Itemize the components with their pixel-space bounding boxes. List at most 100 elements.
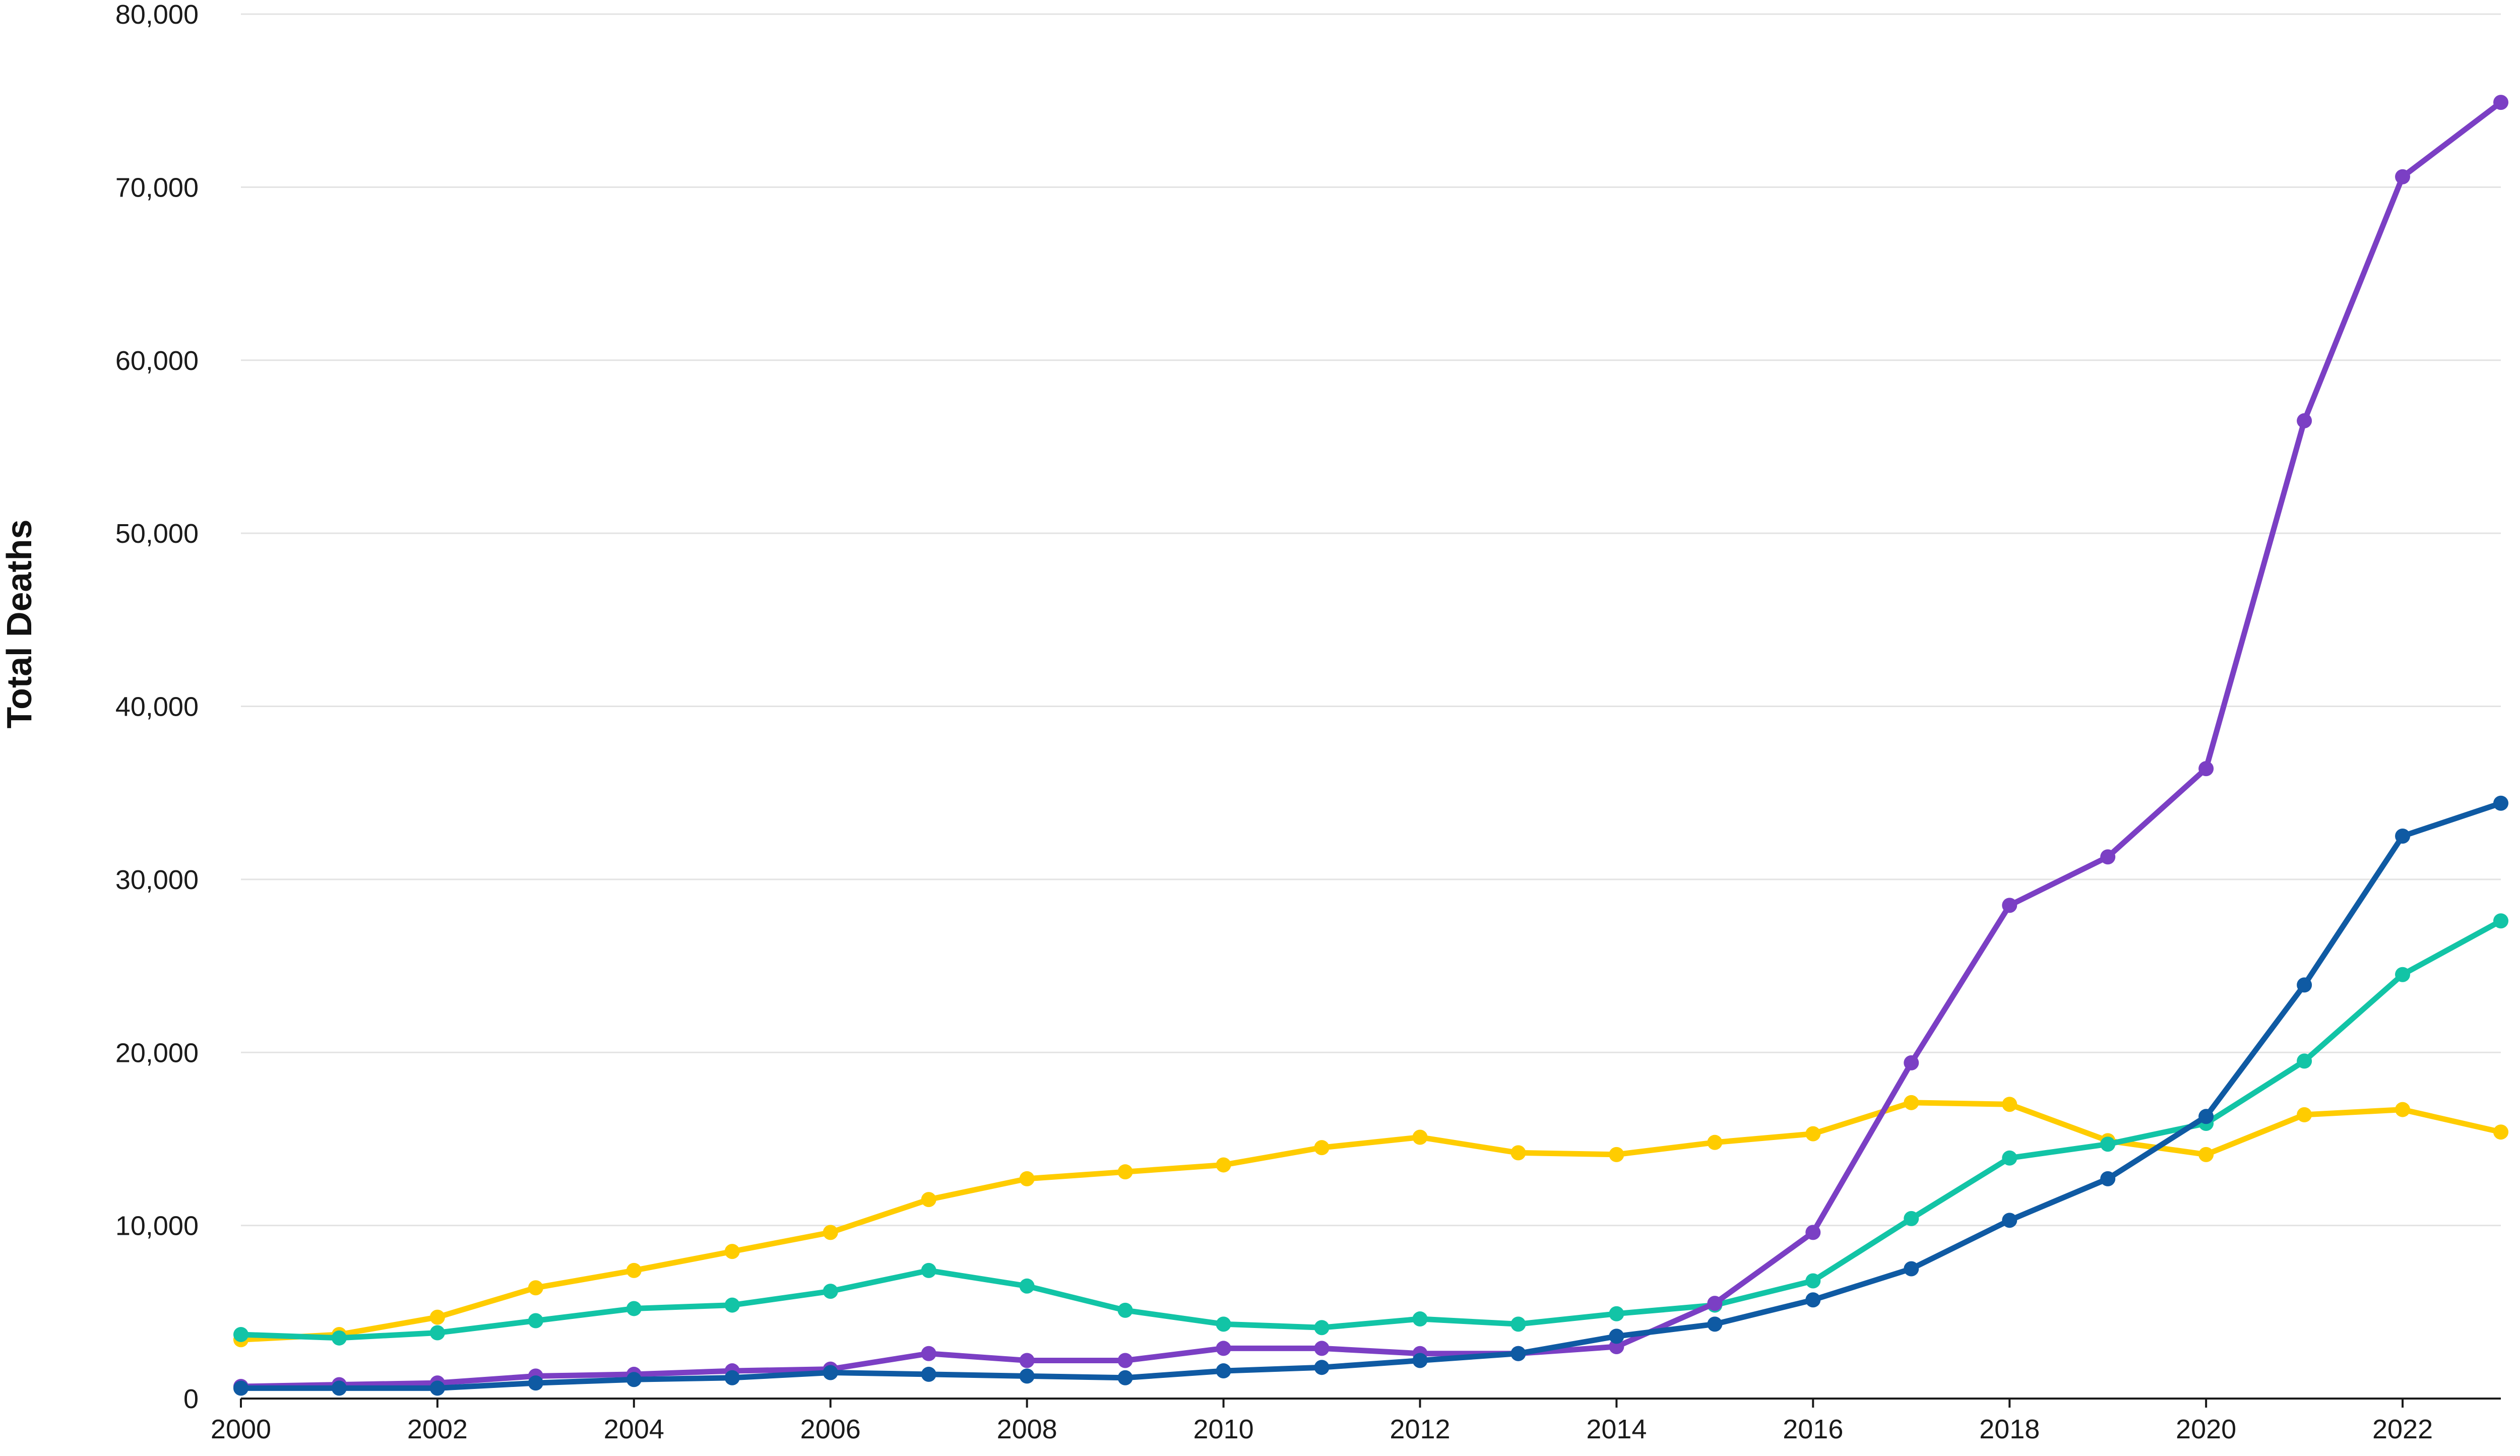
data-point (1117, 1302, 1133, 1318)
data-point (2002, 898, 2018, 913)
data-point (823, 1284, 838, 1299)
data-point (626, 1262, 642, 1278)
data-point (1805, 1273, 1821, 1289)
x-tick-label: 2018 (1979, 1414, 2040, 1444)
series-line (238, 918, 2504, 1341)
data-point (724, 1370, 740, 1385)
data-point (1216, 1341, 1231, 1356)
data-point (1805, 1225, 1821, 1240)
data-point (1904, 1261, 1919, 1277)
data-point (1216, 1316, 1231, 1332)
data-point (1609, 1328, 1624, 1344)
data-point (2198, 761, 2214, 777)
data-point (1904, 1055, 1919, 1070)
data-point (1314, 1360, 1330, 1375)
y-axis-title: Total Deaths (0, 520, 39, 729)
x-tick-label: 2004 (604, 1414, 664, 1444)
data-point (331, 1380, 347, 1396)
data-point (1019, 1171, 1035, 1186)
x-tick-label: 2012 (1390, 1414, 1450, 1444)
data-point (1510, 1316, 1526, 1332)
y-tick-label: 30,000 (115, 865, 199, 895)
data-point (921, 1346, 936, 1361)
x-tick-label: 2014 (1586, 1414, 1647, 1444)
data-point (1609, 1306, 1624, 1321)
x-tick-label: 2006 (800, 1414, 861, 1444)
data-point (921, 1262, 936, 1278)
y-tick-label: 20,000 (115, 1038, 199, 1068)
x-tick-label: 2000 (211, 1414, 271, 1444)
data-point (823, 1365, 838, 1380)
data-point (429, 1380, 445, 1396)
data-point (2002, 1213, 2018, 1228)
data-point (1117, 1164, 1133, 1180)
series-line (238, 800, 2504, 1391)
data-point (1707, 1134, 1723, 1150)
data-point (823, 1225, 838, 1240)
data-point (1707, 1296, 1723, 1311)
data-point (2493, 913, 2508, 929)
y-tick-label: 50,000 (115, 519, 199, 549)
data-point (1314, 1341, 1330, 1356)
data-point (2493, 795, 2508, 811)
y-tick-label: 40,000 (115, 692, 199, 722)
data-point (724, 1297, 740, 1313)
series-4 (233, 795, 2508, 1396)
series-line (238, 1100, 2504, 1343)
y-tick-label: 0 (183, 1384, 199, 1414)
y-axis-ticks: 0 10,000 20,000 30,000 40,000 50,000 60,000 70,… (115, 0, 199, 1414)
data-point (2297, 977, 2312, 993)
data-point (1216, 1363, 1231, 1379)
data-point (2395, 967, 2411, 982)
data-point (2198, 1147, 2214, 1162)
data-point (1510, 1346, 1526, 1361)
data-point (1019, 1353, 1035, 1368)
data-point (1707, 1316, 1723, 1332)
data-point (921, 1192, 936, 1208)
x-axis-ticks: 2000 2002 2004 2006 2008 2010 2012 2014 2016 2018… (211, 1399, 2433, 1444)
series-group (233, 95, 2508, 1396)
data-point (1412, 1129, 1428, 1145)
data-point (2493, 1124, 2508, 1140)
data-point (1510, 1145, 1526, 1161)
data-point (2100, 849, 2116, 865)
data-point (2395, 169, 2411, 184)
data-point (2002, 1150, 2018, 1166)
x-tick-label: 2020 (2176, 1414, 2236, 1444)
data-point (2002, 1097, 2018, 1112)
series-line (238, 99, 2504, 1389)
data-point (528, 1313, 543, 1328)
x-tick-label: 2016 (1783, 1414, 1843, 1444)
data-point (2198, 1109, 2214, 1124)
data-point (1019, 1368, 1035, 1384)
data-point (233, 1326, 248, 1342)
data-point (2493, 95, 2508, 110)
data-point (1609, 1339, 1624, 1354)
data-point (2100, 1136, 2116, 1152)
series-3 (233, 95, 2508, 1394)
x-tick-label: 2010 (1193, 1414, 1253, 1444)
series-2 (233, 913, 2508, 1346)
data-point (2395, 829, 2411, 844)
data-point (528, 1375, 543, 1391)
data-point (2297, 1053, 2312, 1069)
y-tick-label: 60,000 (115, 346, 199, 376)
grid (241, 13, 2501, 1227)
data-point (921, 1366, 936, 1382)
y-tick-label: 10,000 (115, 1211, 199, 1241)
x-tick-label: 2008 (997, 1414, 1057, 1444)
data-point (1314, 1140, 1330, 1156)
data-point (1019, 1278, 1035, 1294)
data-point (626, 1301, 642, 1316)
data-point (1805, 1292, 1821, 1308)
data-point (2100, 1171, 2116, 1186)
data-point (429, 1325, 445, 1341)
data-point (724, 1244, 740, 1259)
data-point (1216, 1157, 1231, 1173)
data-point (2297, 1107, 2312, 1122)
data-point (1117, 1353, 1133, 1368)
data-point (626, 1372, 642, 1387)
data-point (233, 1380, 248, 1396)
data-point (2297, 413, 2312, 428)
